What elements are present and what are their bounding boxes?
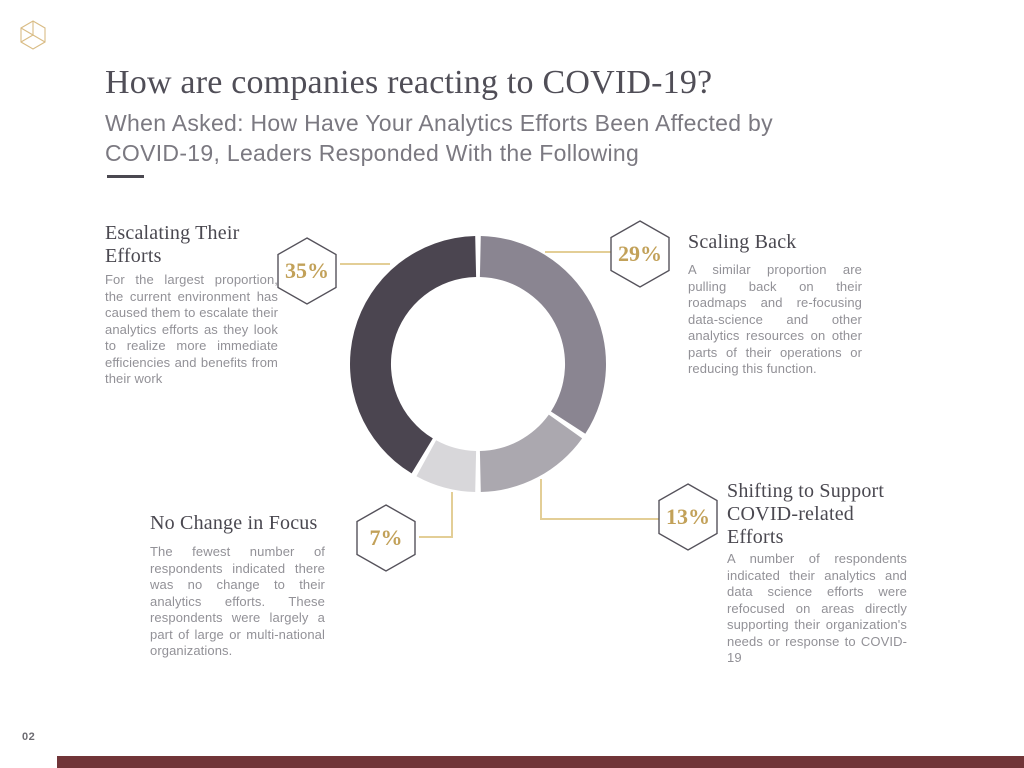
hexagon-badge-7: 7% [356,504,416,572]
donut-segment-29pct [479,236,607,434]
heading-shifting-to-support: Shifting to Support COVID-related Effort… [727,480,885,548]
hexagon-badge-35: 35% [277,237,337,305]
hexagon-cube-logo-icon [20,20,46,50]
body-shifting-to-support: A number of respondents indicated their … [727,551,907,665]
body-scaling-back: A similar proportion are pulling back on… [688,262,862,376]
connector-line-13-vertical [540,479,542,520]
page-number: 02 [22,731,36,743]
connector-line-7-horizontal [419,536,453,538]
body-escalating-their-efforts: For the largest proportion, the current … [105,272,278,386]
heading-no-change-in-focus: No Change in Focus [150,512,318,534]
donut-segment-35pct [350,236,477,474]
body-no-change-in-focus: The fewest number of respondents indicat… [150,544,325,658]
donut-segment-7pct [416,440,477,492]
percent-label-escalating: 35% [285,258,329,283]
percent-label-no-change: 7% [369,525,403,550]
heading-escalating-their-efforts: Escalating Their Efforts [105,222,240,267]
donut-segment-13pct [479,414,583,492]
donut-chart [350,236,607,492]
page-subtitle: When Asked: How Have Your Analytics Effo… [105,110,773,166]
connector-line-35 [340,263,390,265]
percent-label-scaling: 29% [618,241,662,266]
footer-accent-bar [57,756,1024,768]
hexagon-badge-13: 13% [658,483,718,551]
percent-label-shifting: 13% [666,504,710,529]
connector-line-7-vertical [451,492,453,538]
title-underline-dash [107,175,144,178]
connector-line-13-horizontal [540,518,659,520]
heading-scaling-back: Scaling Back [688,231,797,253]
hexagon-badge-29: 29% [610,220,670,288]
page-title: How are companies reacting to COVID-19? [105,64,713,101]
connector-line-29 [545,251,611,253]
